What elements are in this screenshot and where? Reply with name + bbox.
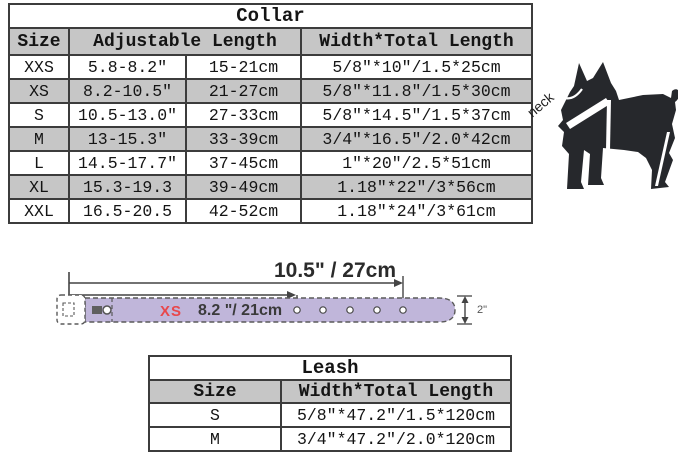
cell-cm: 21-27cm xyxy=(185,78,302,104)
leash-size-table: Leash Size Width*Total Length S 5/8"*47.… xyxy=(148,355,512,452)
cell-width-total: 5/8"*11.8"/1.5*30cm xyxy=(300,78,533,104)
table-row-xl: XL 15.3-19.3 39-49cm 1.18"*22"/3*56cm xyxy=(8,174,533,200)
strap-size-label: XS xyxy=(160,303,182,320)
chest-divider-stripe xyxy=(606,100,611,150)
leash-table-header-row: Size Width*Total Length xyxy=(148,379,512,404)
leash-table-title-row: Leash xyxy=(148,355,512,381)
cell-width-total: 5/8"*14.5"/1.5*37cm xyxy=(300,102,533,128)
leash-header-width-total-length: Width*Total Length xyxy=(280,379,512,404)
table-row-leash-m: M 3/4"*47.2"/2.0*120cm xyxy=(148,426,512,452)
strap-hole xyxy=(399,306,407,314)
cell-width-total: 5/8"*47.2"/1.5*120cm xyxy=(280,402,512,428)
total-length-label: 10.5" / 27cm xyxy=(274,259,396,282)
cell-width-total: 3/4"*16.5"/2.0*42cm xyxy=(300,126,533,152)
muzzle-highlight-line xyxy=(559,88,583,100)
collar-header-width-total-length: Width*Total Length xyxy=(300,27,533,56)
table-row-leash-s: S 5/8"*47.2"/1.5*120cm xyxy=(148,402,512,428)
cell-size: L xyxy=(8,150,70,176)
collar-table-header-row: Size Adjustable Length Width*Total Lengt… xyxy=(8,27,533,56)
buckle-inner-outline xyxy=(62,302,75,317)
leash-table-title: Leash xyxy=(148,355,512,381)
strap-rivet xyxy=(102,305,112,315)
collar-table-title: Collar xyxy=(8,3,533,29)
table-row-xxl: XXL 16.5-20.5 42-52cm 1.18"*24"/3*61cm xyxy=(8,198,533,224)
adjusted-length-arrowhead xyxy=(287,291,296,299)
cell-width-total: 5/8"*10"/1.5*25cm xyxy=(300,54,533,80)
strap-hole xyxy=(293,306,301,314)
cell-inches: 13-15.3" xyxy=(68,126,187,152)
adjusted-length-label: 8.2 "/ 21cm xyxy=(198,302,282,319)
cell-cm: 37-45cm xyxy=(185,150,302,176)
strap-hole xyxy=(373,306,381,314)
strap-hole xyxy=(346,306,354,314)
collar-position-stripe xyxy=(566,98,610,129)
cell-cm: 27-33cm xyxy=(185,102,302,128)
cell-width-total: 3/4"*47.2"/2.0*120cm xyxy=(280,426,512,452)
collar-size-table: Collar Size Adjustable Length Width*Tota… xyxy=(8,3,533,224)
leash-header-size: Size xyxy=(148,379,282,404)
collar-header-adjustable-length: Adjustable Length xyxy=(68,27,302,56)
cell-size: M xyxy=(148,426,282,452)
cell-size: XXS xyxy=(8,54,70,80)
cell-width-total: 1.18"*22"/3*56cm xyxy=(300,174,533,200)
cell-inches: 8.2-10.5" xyxy=(68,78,187,104)
cell-size: S xyxy=(8,102,70,128)
strap-width-label: 2" xyxy=(477,304,487,316)
cell-size: M xyxy=(8,126,70,152)
cell-size: XL xyxy=(8,174,70,200)
collar-table-title-row: Collar xyxy=(8,3,533,29)
cell-inches: 14.5-17.7" xyxy=(68,150,187,176)
cell-width-total: 1.18"*24"/3*61cm xyxy=(300,198,533,224)
cell-cm: 42-52cm xyxy=(185,198,302,224)
cell-inches: 5.8-8.2" xyxy=(68,54,187,80)
hindleg-highlight-stripe xyxy=(655,132,670,186)
dog-silhouette-shape xyxy=(558,62,678,189)
cell-inches: 15.3-19.3 xyxy=(68,174,187,200)
cell-size: XS xyxy=(8,78,70,104)
cell-size: XXL xyxy=(8,198,70,224)
table-row-xs: XS 8.2-10.5" 21-27cm 5/8"*11.8"/1.5*30cm xyxy=(8,78,533,104)
width-arrow-up xyxy=(461,296,469,303)
table-row-s: S 10.5-13.0" 27-33cm 5/8"*14.5"/1.5*37cm xyxy=(8,102,533,128)
strap-hole xyxy=(319,306,327,314)
table-row-xxs: XXS 5.8-8.2" 15-21cm 5/8"*10"/1.5*25cm xyxy=(8,54,533,80)
cell-inches: 10.5-13.0" xyxy=(68,102,187,128)
cell-inches: 16.5-20.5 xyxy=(68,198,187,224)
cell-cm: 15-21cm xyxy=(185,54,302,80)
total-length-arrowhead xyxy=(394,279,403,287)
table-row-m: M 13-15.3" 33-39cm 3/4"*16.5"/2.0*42cm xyxy=(8,126,533,152)
width-arrow-down xyxy=(461,317,469,324)
strap-adjuster xyxy=(92,306,102,314)
cell-size: S xyxy=(148,402,282,428)
cell-cm: 39-49cm xyxy=(185,174,302,200)
collar-dimension-diagram: 10.5" / 27cm XS 8.2 "/ 21cm 2" xyxy=(56,259,487,325)
cell-cm: 33-39cm xyxy=(185,126,302,152)
dog-silhouette-diagram xyxy=(558,62,678,189)
collar-header-size: Size xyxy=(8,27,70,56)
collar-strap-shape xyxy=(84,297,456,323)
cell-width-total: 1"*20"/2.5*51cm xyxy=(300,150,533,176)
table-row-l: L 14.5-17.7" 37-45cm 1"*20"/2.5*51cm xyxy=(8,150,533,176)
